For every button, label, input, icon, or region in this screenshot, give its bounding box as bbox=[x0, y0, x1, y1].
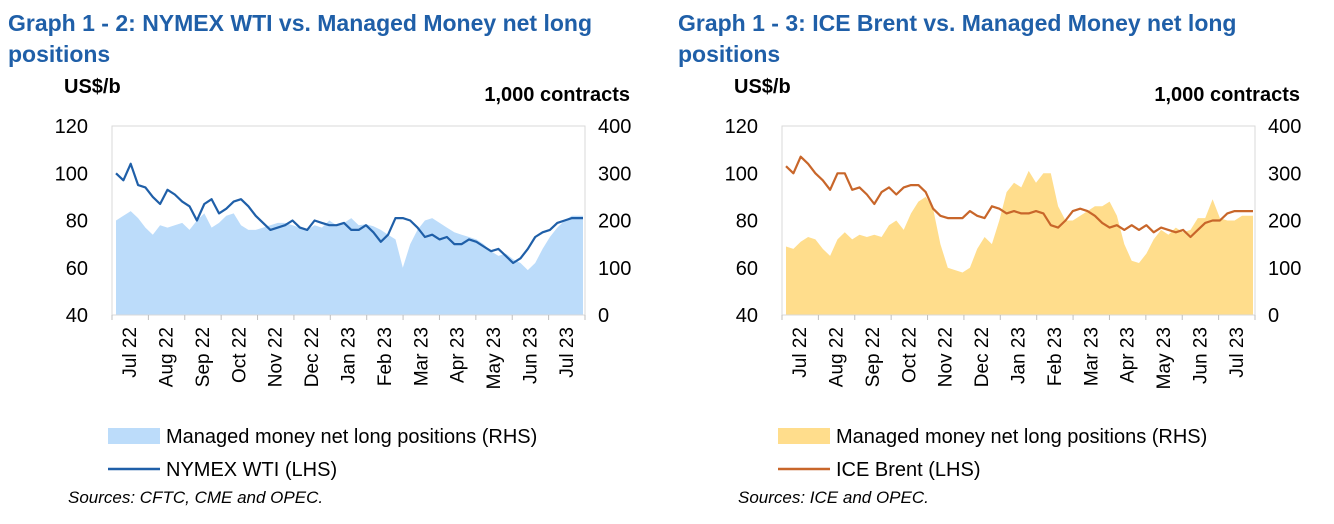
chart-panel-wti: Graph 1 - 2: NYMEX WTI vs. Managed Money… bbox=[0, 0, 640, 524]
chart-svg: US$/b 1,000 contracts 120 100 80 60 40 400 300 20… bbox=[725, 76, 1302, 481]
chart-title: Graph 1 - 3: ICE Brent vs. Managed Money… bbox=[678, 10, 1237, 67]
x-tick-label: Apr 23 bbox=[448, 327, 469, 383]
y-left-tick-label: 40 bbox=[66, 305, 88, 327]
x-tick-label: Nov 22 bbox=[936, 327, 957, 387]
y-left-tick-label: 80 bbox=[736, 211, 758, 233]
y-right-unit-label: 1,000 contracts bbox=[484, 84, 630, 106]
x-tick-label: Jul 22 bbox=[790, 327, 811, 378]
y-left-tick-label: 40 bbox=[736, 305, 758, 327]
chart-source: Sources: CFTC, CME and OPEC. bbox=[68, 488, 324, 507]
y-left-unit-label: US$/b bbox=[734, 76, 791, 98]
x-tick-label: Aug 22 bbox=[827, 327, 848, 387]
x-tick-label: May 23 bbox=[1154, 327, 1175, 389]
x-tick-label: Dec 22 bbox=[302, 327, 323, 387]
x-tick-label: Mar 23 bbox=[1081, 327, 1102, 386]
legend-label-area: Managed money net long positions (RHS) bbox=[166, 426, 537, 448]
y-right-tick-label: 300 bbox=[598, 163, 631, 185]
y-left-tick-label: 100 bbox=[55, 163, 88, 185]
y-right-tick-label: 200 bbox=[598, 211, 631, 233]
plot-frame bbox=[781, 125, 1256, 316]
chart-title: Graph 1 - 2: NYMEX WTI vs. Managed Money… bbox=[8, 10, 593, 67]
x-tick-label: Jan 23 bbox=[339, 327, 360, 384]
chart-panel-brent: Graph 1 - 3: ICE Brent vs. Managed Money… bbox=[670, 0, 1310, 524]
y-left-tick-label: 120 bbox=[725, 116, 758, 138]
y-right-unit-label: 1,000 contracts bbox=[1154, 84, 1300, 106]
y-right-tick-label: 100 bbox=[598, 258, 631, 280]
y-right-tick-label: 200 bbox=[1268, 211, 1301, 233]
x-tick-label: Jun 23 bbox=[520, 327, 541, 384]
y-right-tick-label: 400 bbox=[1268, 116, 1301, 138]
legend-swatch-area bbox=[108, 428, 160, 444]
x-tick-label: May 23 bbox=[484, 327, 505, 389]
x-tick-label: Feb 23 bbox=[1045, 327, 1066, 386]
y-right-tick-label: 0 bbox=[1268, 305, 1279, 327]
x-tick-label: Oct 22 bbox=[229, 327, 250, 383]
chart-source: Sources: ICE and OPEC. bbox=[738, 488, 929, 507]
legend-label-area: Managed money net long positions (RHS) bbox=[836, 426, 1207, 448]
series-line-1 bbox=[785, 155, 1253, 239]
x-tick-label: Jun 23 bbox=[1190, 327, 1211, 384]
x-tick-label: Aug 22 bbox=[157, 327, 178, 387]
series-line-1 bbox=[115, 162, 583, 265]
y-right-tick-label: 300 bbox=[1268, 163, 1301, 185]
x-tick-label: Jul 23 bbox=[1227, 327, 1248, 378]
x-tick-label: Sep 22 bbox=[193, 327, 214, 387]
legend-label-line: NYMEX WTI (LHS) bbox=[166, 459, 337, 481]
y-left-tick-label: 100 bbox=[725, 163, 758, 185]
y-left-tick-label: 80 bbox=[66, 211, 88, 233]
legend-swatch-area bbox=[778, 428, 830, 444]
y-left-tick-label: 60 bbox=[66, 258, 88, 280]
y-left-tick-label: 120 bbox=[55, 116, 88, 138]
legend-label-line: ICE Brent (LHS) bbox=[836, 459, 980, 481]
x-tick-label: Jan 23 bbox=[1009, 327, 1030, 384]
y-right-tick-label: 0 bbox=[598, 305, 609, 327]
chart-svg: US$/b 1,000 contracts 120 100 80 60 40 400 300 20… bbox=[55, 76, 632, 481]
y-left-tick-label: 60 bbox=[736, 258, 758, 280]
x-tick-label: Apr 23 bbox=[1118, 327, 1139, 383]
x-tick-label: Nov 22 bbox=[266, 327, 287, 387]
series-area-0 bbox=[786, 170, 1253, 315]
x-tick-label: Oct 22 bbox=[899, 327, 920, 383]
x-tick-label: Feb 23 bbox=[375, 327, 396, 386]
plot-frame bbox=[111, 125, 586, 316]
y-left-unit-label: US$/b bbox=[64, 76, 121, 98]
x-tick-label: Mar 23 bbox=[411, 327, 432, 386]
y-right-tick-label: 400 bbox=[598, 116, 631, 138]
x-tick-label: Sep 22 bbox=[863, 327, 884, 387]
x-tick-label: Jul 22 bbox=[120, 327, 141, 378]
series-area-0 bbox=[116, 211, 583, 315]
x-tick-label: Dec 22 bbox=[972, 327, 993, 387]
y-right-tick-label: 100 bbox=[1268, 258, 1301, 280]
x-tick-label: Jul 23 bbox=[557, 327, 578, 378]
